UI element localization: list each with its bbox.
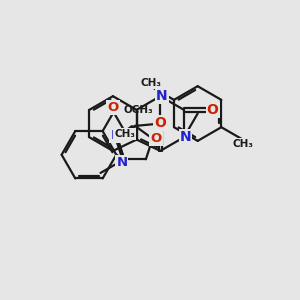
Text: O: O — [107, 101, 118, 114]
Text: N: N — [110, 129, 122, 142]
Text: O: O — [151, 132, 162, 145]
Text: N: N — [180, 130, 191, 144]
Text: CH₃: CH₃ — [114, 129, 135, 139]
Text: OCH₃: OCH₃ — [124, 105, 154, 115]
Text: O: O — [207, 103, 218, 117]
Text: N: N — [156, 89, 168, 103]
Text: CH₃: CH₃ — [232, 139, 254, 149]
Text: O: O — [154, 116, 166, 130]
Text: CH₃: CH₃ — [140, 78, 161, 88]
Text: N: N — [116, 156, 128, 169]
